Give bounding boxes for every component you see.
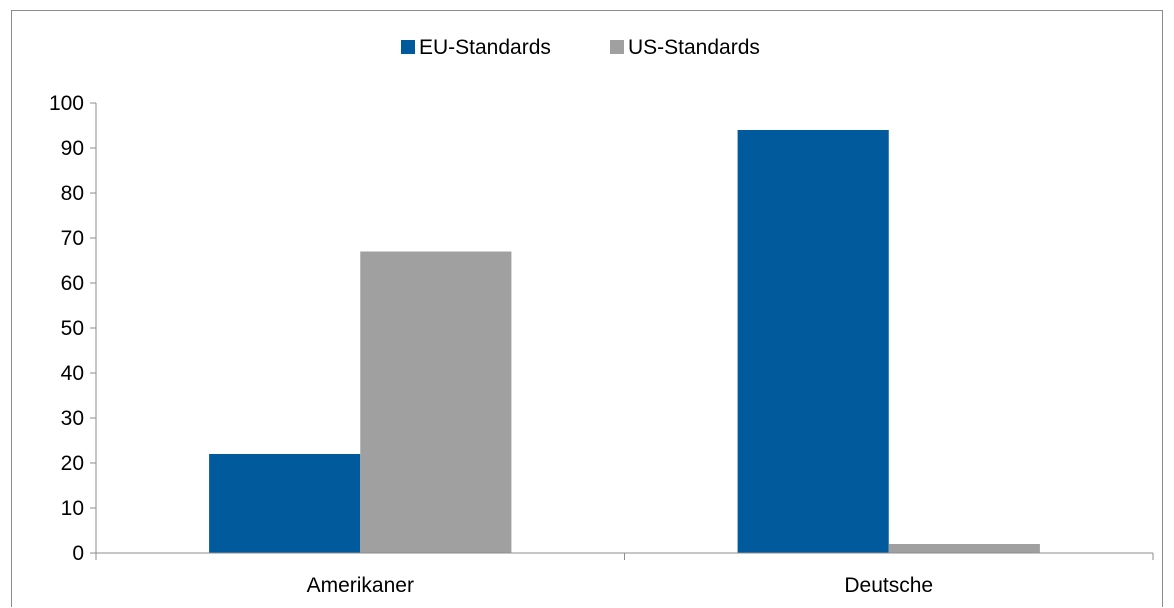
legend: EU-Standards US-Standards xyxy=(401,36,760,59)
y-tick-label: 20 xyxy=(61,452,84,475)
legend-label: US-Standards xyxy=(628,36,760,59)
bar-eu-standards-deutsche xyxy=(737,130,889,553)
x-tick-label: Amerikaner xyxy=(307,574,414,597)
y-tick-label: 50 xyxy=(61,317,84,340)
y-tick-label: 70 xyxy=(61,227,84,250)
y-tick-label: 90 xyxy=(61,137,84,160)
x-axis: Amerikaner Deutsche xyxy=(95,552,1154,597)
y-tick-label: 10 xyxy=(61,497,84,520)
bar-us-standards-deutsche xyxy=(888,544,1040,553)
y-tick-label: 30 xyxy=(61,407,84,430)
y-tick-label: 40 xyxy=(61,362,84,385)
y-axis: 0 10 20 30 40 50 60 70 80 90 100 xyxy=(49,92,97,565)
y-tick-label: 80 xyxy=(61,182,84,205)
legend-swatch xyxy=(401,40,415,54)
y-tick-label: 100 xyxy=(49,92,84,115)
legend-label: EU-Standards xyxy=(419,36,551,59)
x-tick-label: Deutsche xyxy=(844,574,933,597)
y-tick-label: 60 xyxy=(61,272,84,295)
bar-us-standards-amerikaner xyxy=(360,251,512,553)
bars xyxy=(209,130,1040,553)
bar-eu-standards-amerikaner xyxy=(209,454,361,553)
y-tick-label: 0 xyxy=(72,542,84,565)
chart-frame xyxy=(11,10,1163,607)
legend-swatch xyxy=(610,40,624,54)
